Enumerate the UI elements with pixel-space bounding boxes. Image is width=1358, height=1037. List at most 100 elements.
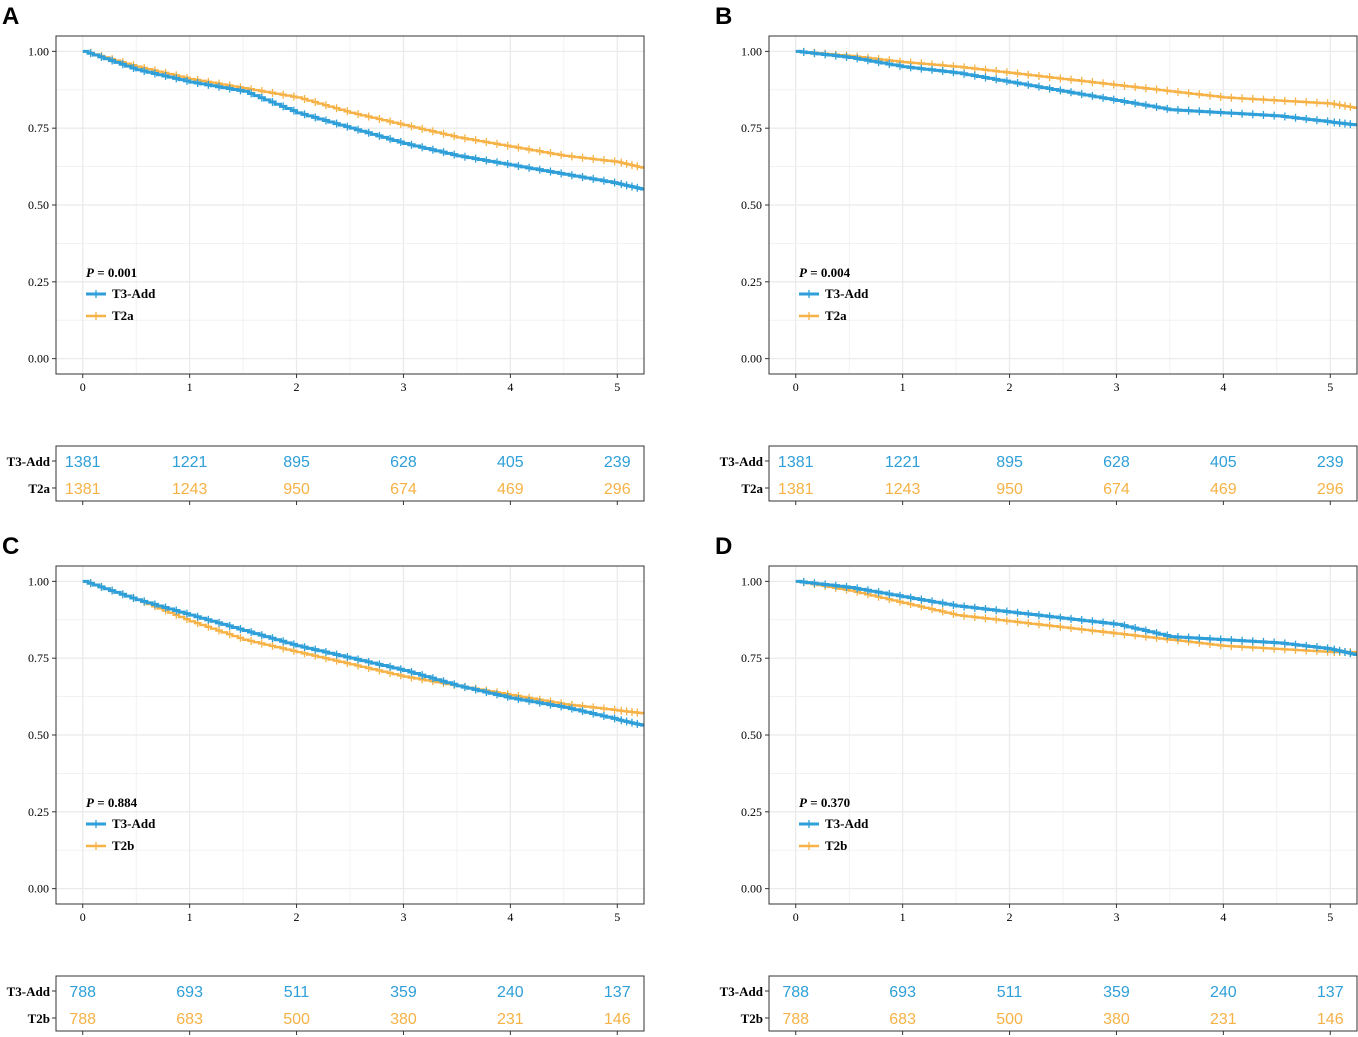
y-tick-label: 0.25 [741,275,762,289]
p-symbol: P [799,795,808,810]
x-tick-label: 0 [80,910,86,924]
risk-count: 1221 [885,454,921,471]
risk-table-border [55,445,645,502]
risk-row-label: T2a [741,481,763,496]
y-tick-label: 1.00 [741,574,762,588]
risk-count: 1381 [65,481,101,498]
risk-count: 511 [997,984,1023,1001]
risk-count: 693 [176,984,203,1001]
y-tick-label: 0.50 [741,198,762,212]
risk-row-label: T2b [28,1011,50,1026]
x-tick-label: 3 [1113,910,1119,924]
risk-count: 788 [782,1011,809,1028]
x-tick-label: 4 [507,380,513,394]
risk-count: 137 [1317,984,1344,1001]
p-value: P = 0.001 [86,265,137,280]
x-tick-label: 4 [507,910,513,924]
risk-count: 359 [390,984,417,1001]
series-line-t3-add [82,49,644,191]
risk-count: 405 [1210,454,1237,471]
y-tick-label: 0.00 [741,882,762,896]
risk-count: 788 [782,984,809,1001]
risk-count: 359 [1103,984,1130,1001]
p-value: P = 0.004 [799,265,851,280]
p-symbol: P [86,795,95,810]
x-tick-label: 5 [614,380,620,394]
x-tick-label: 5 [1327,910,1333,924]
y-tick-label: 0.25 [28,275,49,289]
risk-count: 1381 [778,454,814,471]
legend-label-t2b: T2b [825,838,847,853]
legend-label-t3-add: T3-Add [825,286,869,301]
risk-table-border [768,445,1358,502]
x-tick-label: 1 [900,380,906,394]
risk-count: 628 [1103,454,1130,471]
series-line-t2a [82,50,644,169]
p-number: = 0.884 [94,795,138,810]
risk-row-label: T2a [28,481,50,496]
panel-c: C 0.00 0.25 0.50 0.75 1.00 0 1 2 3 4 5 P = 0.884 T3-A… [2,533,645,1035]
risk-count: 683 [889,1011,916,1028]
x-tick-label: 2 [1007,380,1013,394]
p-symbol: P [799,265,808,280]
risk-row-label: T2b [741,1011,763,1026]
x-tick-label: 4 [1220,380,1226,394]
x-tick-label: 4 [1220,910,1226,924]
x-tick-label: 1 [187,380,193,394]
panel-letter: B [715,3,732,30]
risk-count: 1243 [172,481,208,498]
x-tick-label: 2 [1007,910,1013,924]
y-tick-label: 0.50 [28,728,49,742]
series-line-t2b [82,580,644,715]
p-number: = 0.001 [94,265,137,280]
risk-count: 146 [1317,1011,1344,1028]
risk-count: 683 [176,1011,203,1028]
y-tick-label: 1.00 [741,44,762,58]
risk-count: 674 [1103,481,1130,498]
risk-count: 137 [604,984,631,1001]
risk-count: 950 [996,481,1023,498]
series-line-t2b [795,580,1357,654]
y-tick-label: 0.75 [741,121,762,135]
p-value: P = 0.370 [799,795,850,810]
y-tick-label: 0.75 [28,121,49,135]
y-tick-label: 0.00 [741,352,762,366]
risk-row-label: T3-Add [720,984,764,999]
panel-a: A 0.00 0.25 0.50 0.75 1.00 0 1 2 3 4 5 P = 0.001 T3-A… [2,3,645,505]
series-line-t3-add [795,49,1357,127]
risk-count: 511 [284,984,310,1001]
risk-row-label: T3-Add [7,454,51,469]
y-tick-label: 0.75 [28,651,49,665]
risk-count: 500 [996,1011,1023,1028]
y-tick-label: 1.00 [28,574,49,588]
series-line-t3-add [795,579,1357,656]
x-tick-label: 3 [400,910,406,924]
legend-label-t2a: T2a [112,308,134,323]
y-tick-label: 0.25 [741,805,762,819]
x-tick-label: 5 [614,910,620,924]
risk-count: 296 [1317,481,1344,498]
risk-count: 239 [604,454,631,471]
risk-count: 380 [390,1011,417,1028]
x-tick-label: 3 [400,380,406,394]
risk-count: 231 [1210,1011,1237,1028]
risk-count: 469 [1210,481,1237,498]
y-tick-label: 0.50 [28,198,49,212]
p-value: P = 0.884 [86,795,138,810]
x-tick-label: 2 [294,910,300,924]
y-tick-label: 0.25 [28,805,49,819]
x-tick-label: 0 [793,910,799,924]
risk-count: 231 [497,1011,524,1028]
legend-label-t2a: T2a [825,308,847,323]
risk-count: 240 [497,984,524,1001]
x-tick-label: 5 [1327,380,1333,394]
p-number: = 0.370 [807,795,850,810]
risk-count: 895 [996,454,1023,471]
risk-count: 788 [69,984,96,1001]
risk-count: 1243 [885,481,921,498]
panel-b: B 0.00 0.25 0.50 0.75 1.00 0 1 2 3 4 5 P = 0.004 T3-A… [715,3,1358,505]
x-tick-label: 3 [1113,380,1119,394]
risk-count: 239 [1317,454,1344,471]
risk-count: 380 [1103,1011,1130,1028]
